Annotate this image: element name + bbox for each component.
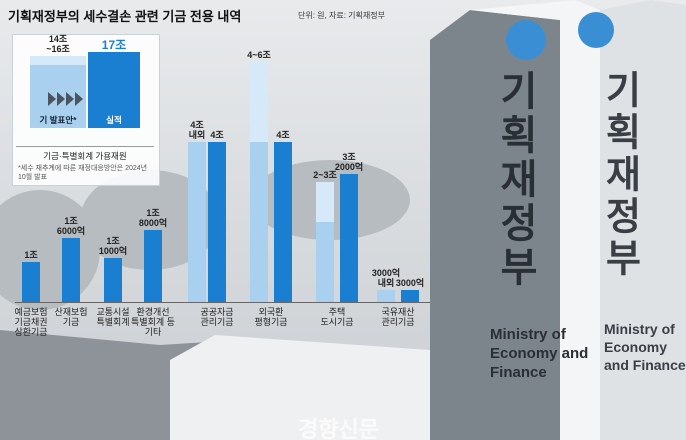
arrow-deco	[75, 92, 83, 106]
value-label: 4조 내외	[188, 120, 206, 140]
baseline	[15, 302, 430, 303]
x-tick-label: 교통시설 특별회계	[96, 307, 130, 327]
bar	[208, 142, 226, 302]
sign-en: Ministry of Economy and Finance	[490, 326, 589, 381]
value-label: 1조 1000억	[98, 236, 128, 256]
arrow-deco	[57, 92, 65, 106]
bar	[377, 290, 395, 302]
emblem	[506, 20, 546, 60]
value-label: 17조	[101, 37, 127, 52]
bar	[316, 222, 334, 302]
value-label: 3000억	[395, 278, 425, 288]
footnote: *세수 재추계에 따른 재정대응방안은 2024년 10월 발표	[18, 165, 148, 181]
pillar-left-face	[470, 0, 600, 440]
emblem	[578, 12, 614, 48]
value-label: 4조	[276, 130, 290, 140]
value-label: 1조 8000억	[138, 208, 168, 228]
sign-ko: 기획재정부	[598, 70, 640, 280]
x-tick-label: 환경개선 특별회계 등 기타	[131, 307, 175, 337]
bar	[144, 230, 162, 302]
bar	[274, 142, 292, 302]
x-tick-label: 주택 도시기금	[320, 307, 354, 327]
pillar-left-side	[430, 10, 560, 440]
value-label: 1조	[24, 250, 38, 260]
value-label: 3000억 내외	[371, 268, 401, 288]
bar	[188, 142, 206, 302]
value-label: 2~3조	[313, 170, 337, 180]
arrow-deco	[66, 92, 74, 106]
bar	[250, 142, 268, 302]
value-label: 1조 6000억	[56, 216, 86, 236]
inset-caption: 기금·특별회계 가용재원	[16, 146, 154, 162]
watermark: 경향신문	[298, 417, 379, 440]
x-tick-label: 국유재산 관리기금	[381, 307, 415, 327]
value-label: 14조~16조	[46, 34, 70, 54]
sign-en: Ministry of Economy and Finance	[604, 321, 686, 373]
x-tick-label: 공공자금 관리기금	[200, 307, 234, 327]
x-tick-label: 예금보험 기금채권 상환기금	[14, 307, 48, 337]
value-label: 4~6조	[247, 50, 271, 60]
legend-entry: 기 발표안*	[39, 115, 77, 125]
title: 기획재정부의 세수결손 관련 기금 전용 내역	[8, 9, 242, 24]
bar-range	[316, 182, 334, 222]
bar-range	[30, 56, 86, 65]
bar-range	[250, 62, 268, 142]
value-label: 4조	[210, 130, 224, 140]
bar	[88, 51, 140, 128]
bar	[104, 258, 122, 302]
arrow-deco	[48, 92, 56, 106]
x-tick-label: 산재보험 기금	[54, 307, 88, 327]
value-label: 3조 2000억	[334, 152, 364, 172]
building-white	[170, 335, 430, 440]
subtitle: 단위: 원, 자료: 기획재정부	[298, 11, 385, 20]
pillar-right	[600, 0, 686, 440]
x-tick-label: 외국환 평형기금	[254, 307, 288, 327]
bar	[22, 262, 40, 302]
legend-entry: 실적	[106, 115, 122, 125]
bar	[62, 238, 80, 302]
sign-ko: 기획재정부	[493, 70, 537, 290]
bar	[340, 174, 358, 302]
bar	[401, 290, 419, 302]
